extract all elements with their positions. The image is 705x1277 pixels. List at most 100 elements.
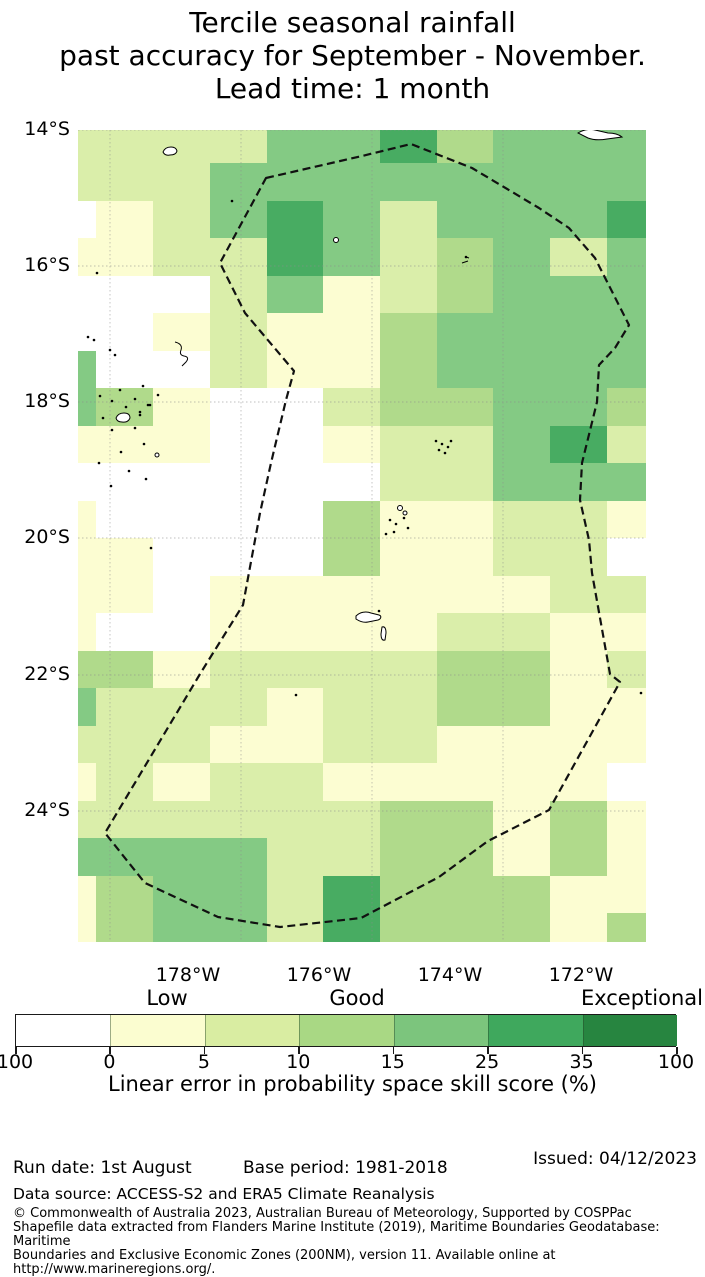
grid-cell	[550, 763, 608, 802]
lat-axis-label: 14°S	[24, 118, 70, 140]
grid-cell	[380, 725, 438, 764]
grid-cell	[96, 350, 154, 389]
islet-dot	[148, 403, 152, 407]
grid-cell	[153, 613, 211, 652]
island-outline	[162, 146, 178, 156]
grid-cell	[96, 130, 154, 164]
grid-cell	[153, 575, 211, 614]
islet-dot	[109, 484, 113, 488]
grid-cell	[78, 538, 97, 577]
colorbar-tick	[15, 1047, 17, 1054]
grid-cell	[96, 725, 154, 764]
colorbar-tick-label: 0	[103, 1051, 116, 1073]
lon-axis-label: 174°W	[417, 964, 483, 986]
grid-cell	[153, 725, 211, 764]
grid-cell	[78, 613, 97, 652]
grid-cell	[606, 838, 646, 877]
grid-cell	[266, 313, 324, 352]
island-outline	[115, 412, 131, 423]
colorbar-segment	[299, 1015, 394, 1046]
grid-cell	[436, 650, 494, 689]
islet-dot	[294, 693, 298, 697]
grid-cell	[380, 875, 438, 914]
grid-cell	[380, 130, 438, 164]
colorbar-segment	[204, 1015, 300, 1046]
boundaries-credit-line: Boundaries and Exclusive Economic Zones …	[13, 1247, 556, 1263]
grid-cell	[153, 500, 211, 539]
copyright-line: © Commonwealth of Australia 2023, Austra…	[13, 1206, 632, 1221]
grid-cell	[606, 538, 646, 577]
grid-cell	[550, 538, 608, 577]
grid-cell	[210, 763, 268, 802]
grid-cell	[550, 275, 608, 314]
islet-dot	[138, 413, 142, 417]
grid-cell	[153, 763, 211, 802]
grid-cell	[78, 650, 97, 689]
grid-cell	[380, 800, 438, 839]
grid-cell	[153, 313, 211, 352]
grid-cell	[96, 313, 154, 352]
grid-cell	[153, 913, 211, 942]
figure-title-line2: past accuracy for September - November.	[59, 39, 646, 72]
grid-cell	[606, 425, 646, 464]
grid-cell	[210, 725, 268, 764]
marineregions-url: http://www.marineregions.org/.	[13, 1261, 216, 1277]
islet-dot	[108, 348, 112, 352]
grid-cell	[153, 200, 211, 239]
colorbar-tick	[487, 1047, 489, 1054]
colorbar-tick-label: 35	[569, 1051, 594, 1073]
grid-cell	[380, 688, 438, 727]
grid-cell	[550, 238, 608, 277]
grid-cell	[493, 838, 551, 877]
grid-cell	[323, 238, 381, 277]
grid-cell	[96, 500, 154, 539]
grid-cell	[380, 238, 438, 277]
grid-cell	[96, 575, 154, 614]
grid-cell	[550, 163, 608, 202]
islet-dot	[434, 439, 438, 443]
grid-cell	[606, 463, 646, 502]
lat-axis-label: 22°S	[24, 663, 70, 685]
grid-cell	[380, 463, 438, 502]
islet-dot	[110, 428, 114, 432]
skill-category-low: Low	[146, 986, 188, 1010]
grid-cell	[436, 350, 494, 389]
grid-cell	[606, 238, 646, 277]
grid-cell	[493, 238, 551, 277]
island-outline	[333, 237, 339, 243]
grid-cell	[436, 313, 494, 352]
grid-cell	[493, 725, 551, 764]
grid-cell	[78, 200, 97, 239]
grid-cell	[550, 800, 608, 839]
grid-cell	[380, 163, 438, 202]
grid-cell	[96, 688, 154, 727]
island-outline	[380, 626, 387, 641]
grid-cell	[78, 350, 97, 389]
islet-dot	[446, 445, 450, 449]
grid-cell	[606, 725, 646, 764]
skill-category-good: Good	[329, 986, 385, 1010]
grid-cell	[78, 163, 97, 202]
islet-dot	[639, 691, 643, 695]
grid-cell	[323, 875, 381, 914]
grid-cell	[96, 200, 154, 239]
grid-cell	[606, 500, 646, 539]
islet-dot	[95, 271, 99, 275]
islet-dot	[124, 405, 128, 409]
run-date-text: Run date: 1st August	[13, 1158, 192, 1178]
grid-cell	[436, 425, 494, 464]
grid-cell	[606, 875, 646, 914]
colorbar-segment	[16, 1015, 111, 1046]
grid-cell	[153, 388, 211, 427]
islet-dot	[377, 609, 381, 613]
grid-cell	[96, 163, 154, 202]
grid-cell	[436, 913, 494, 942]
colorbar	[15, 1014, 677, 1047]
islet-dot	[406, 526, 410, 530]
island-outline	[402, 510, 408, 516]
grid-cell	[606, 688, 646, 727]
grid-cell	[153, 800, 211, 839]
grid-cell	[323, 575, 381, 614]
grid-cell	[96, 275, 154, 314]
grid-cell	[153, 275, 211, 314]
